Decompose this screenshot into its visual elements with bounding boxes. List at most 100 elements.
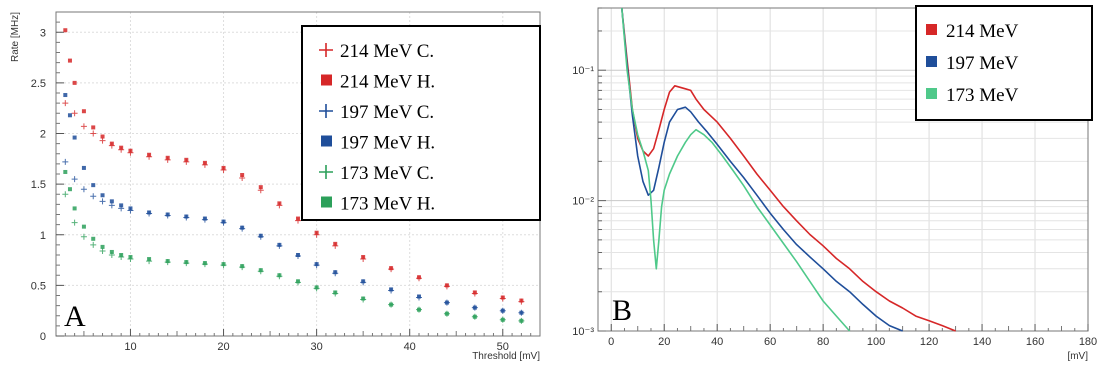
chart-a-y-tick-label: 0.5 (31, 280, 46, 292)
chart-a-point (361, 296, 366, 301)
chart-a-point (72, 80, 77, 85)
chart-a-legend-label: 173 MeV C. (340, 163, 434, 184)
chart-a-series-214-mev-h (63, 28, 524, 303)
chart-a-legend-item-173-mev-c: 173 MeV C. (319, 163, 434, 184)
chart-a-y-tick-label: 1.5 (31, 179, 46, 191)
chart-a-point (417, 275, 421, 280)
chart-b-x-tick-label: 20 (658, 336, 670, 348)
chart-a-point (119, 203, 124, 208)
chart-a-point (444, 283, 449, 288)
chart-a-point (128, 206, 133, 211)
chart-a-point (258, 268, 263, 273)
chart-a-point (519, 318, 524, 323)
chart-a-point (472, 290, 477, 295)
chart-a-point (67, 187, 72, 192)
chart-a-point (444, 300, 449, 305)
chart-a-point (147, 152, 152, 157)
chart-a-point (81, 224, 86, 229)
chart-a-point (202, 216, 207, 221)
chart-a-point (165, 259, 170, 264)
chart-a-point (361, 279, 366, 284)
chart-panel-a: 10 20 30 40 50 0 0.5 1 1.5 2 2.5 3 Rate [MHz] Thres… (10, 11, 541, 362)
chart-a-point (165, 155, 170, 160)
chart-a-point (71, 176, 78, 183)
chart-b-legend-item-214-mev: 214 MeV (926, 21, 1019, 42)
chart-a-point (333, 290, 338, 295)
chart-a-point (296, 253, 300, 257)
chart-a-legend-box (301, 25, 541, 221)
chart-a-point (240, 173, 245, 178)
chart-a-legend-item-214-mev-c: 214 MeV C. (319, 41, 434, 62)
chart-a-point (128, 255, 133, 260)
chart-a-point (63, 93, 68, 98)
chart-a-point (90, 193, 97, 200)
chart-a-point (519, 298, 524, 303)
chart-a-legend-label: 197 MeV H. (340, 133, 435, 154)
chart-a-point (71, 219, 78, 226)
chart-a-legend: 214 MeV C. 214 MeV H. 197 MeV C. 197 MeV H.… (301, 25, 541, 221)
chart-b-x-tick-label: 180 (1079, 336, 1097, 348)
chart-a-legend-label: 214 MeV H. (340, 72, 435, 93)
chart-a-point (296, 279, 300, 284)
chart-a-point (80, 123, 87, 130)
chart-a-legend-label: 197 MeV C. (340, 102, 434, 123)
chart-a-x-tick-label: 50 (497, 341, 509, 353)
chart-a-point (100, 244, 105, 249)
chart-b-x-tick-label: 40 (711, 336, 723, 348)
chart-a-series-173-mev-h (63, 169, 524, 323)
chart-a-point (100, 193, 105, 198)
chart-panel-b: 0 20 40 60 80 100 120 140 160 180 10⁻³ 10⁻² 10⁻¹ [mV… (556, 0, 1097, 367)
chart-a-point (333, 241, 338, 246)
chart-b-y-tick-label: 10⁻³ (572, 326, 594, 338)
chart-a-point (119, 145, 124, 150)
chart-b-y-tick-label: 10⁻¹ (572, 65, 594, 77)
chart-a-point (184, 157, 189, 162)
chart-a-point (90, 241, 97, 248)
chart-b-x-tick-label: 0 (608, 336, 614, 348)
chart-a-point (72, 206, 77, 211)
chart-a-legend-item-173-mev-h: 173 MeV H. (321, 194, 435, 215)
chart-a-point (147, 210, 152, 215)
chart-a-y-axis-title: Rate [MHz] (10, 12, 21, 62)
chart-b-x-tick-label: 100 (867, 336, 885, 348)
chart-a-ticks: 10 20 30 40 50 0 0.5 1 1.5 2 2.5 3 (31, 21, 541, 353)
chart-b-series-214-mev (621, 7, 956, 332)
chart-a-point (361, 255, 366, 260)
chart-a-y-tick-label: 1 (40, 230, 46, 242)
chart-b-x-tick-label: 140 (973, 336, 991, 348)
chart-b-frame (597, 7, 1089, 332)
chart-a-point (314, 285, 319, 290)
chart-a-point (417, 294, 421, 299)
chart-a-point (99, 247, 106, 254)
chart-a-x-tick-label: 10 (124, 341, 136, 353)
chart-a-point (314, 262, 319, 267)
chart-a-legend-label: 173 MeV H. (340, 194, 435, 215)
chart-a-point (99, 198, 106, 205)
chart-a-panel-label: A (64, 300, 86, 333)
chart-a-point (277, 201, 282, 206)
chart-a-y-tick-label: 2 (40, 129, 46, 141)
chart-a-y-tick-label: 2.5 (31, 78, 46, 90)
chart-a-legend-item-197-mev-c: 197 MeV C. (319, 102, 434, 123)
chart-a-legend-square-marker (321, 196, 332, 208)
chart-a-point (500, 308, 505, 313)
chart-a-legend-item-197-mev-h: 197 MeV H. (321, 133, 435, 154)
chart-b-legend-box (915, 5, 1093, 121)
chart-a-point (184, 260, 189, 265)
chart-a-x-axis-title: Threshold [mV] (472, 351, 540, 362)
chart-a-point (108, 202, 115, 209)
chart-a-y-tick-label: 0 (40, 331, 46, 343)
chart-a-point (333, 270, 338, 275)
chart-a-point (67, 58, 72, 63)
chart-b-x-tick-label: 80 (817, 336, 829, 348)
chart-a-point (277, 242, 282, 247)
chart-a-legend-plus-marker (319, 165, 333, 179)
chart-a-point (296, 216, 300, 221)
chart-a-point (71, 110, 78, 117)
chart-a-point (221, 262, 226, 267)
chart-a-point (184, 214, 189, 219)
chart-a-point (444, 311, 449, 316)
chart-a-point (81, 109, 86, 114)
chart-a-point (202, 261, 207, 266)
chart-b-lines (621, 7, 956, 332)
